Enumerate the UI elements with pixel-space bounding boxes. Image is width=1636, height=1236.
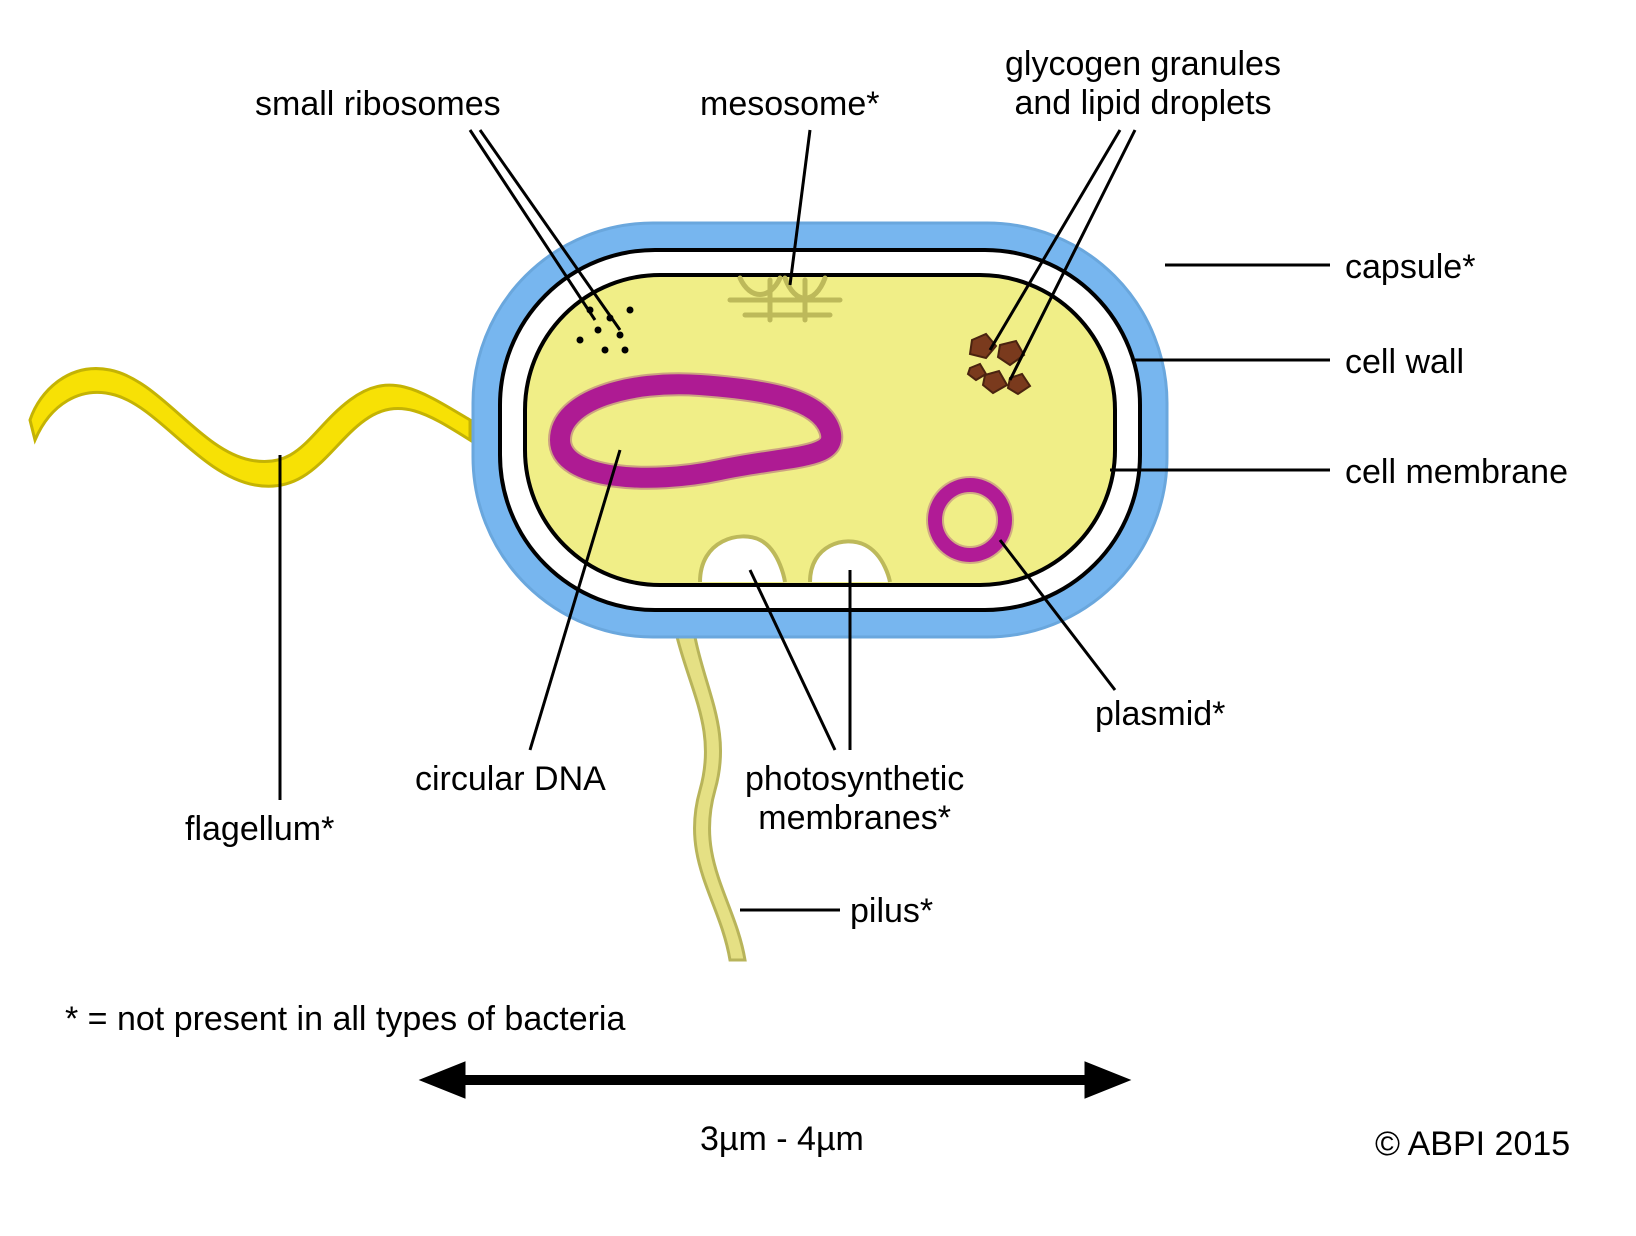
- diagram-stage: small ribosomes mesosome* glycogen granu…: [0, 0, 1636, 1236]
- flagellum-shape: [30, 369, 470, 487]
- scale-arrow: [420, 1062, 1130, 1098]
- label-cell-wall: cell wall: [1345, 343, 1464, 382]
- label-flagellum: flagellum*: [185, 810, 334, 849]
- label-cell-membrane: cell membrane: [1345, 453, 1568, 492]
- label-photosynthetic: photosynthetic membranes*: [745, 760, 964, 838]
- diagram-svg: [0, 0, 1636, 1236]
- footnote-text: * = not present in all types of bacteria: [65, 1000, 625, 1039]
- label-plasmid: plasmid*: [1095, 695, 1225, 734]
- scale-label: 3µm - 4µm: [700, 1120, 864, 1159]
- copyright-text: © ABPI 2015: [1375, 1125, 1570, 1164]
- label-small-ribosomes: small ribosomes: [255, 85, 501, 124]
- label-pilus: pilus*: [850, 892, 933, 931]
- label-mesosome: mesosome*: [700, 85, 880, 124]
- pilus-shape: [670, 600, 745, 960]
- label-glycogen: glycogen granules and lipid droplets: [1005, 45, 1281, 123]
- label-capsule: capsule*: [1345, 248, 1475, 287]
- label-circular-dna: circular DNA: [415, 760, 606, 799]
